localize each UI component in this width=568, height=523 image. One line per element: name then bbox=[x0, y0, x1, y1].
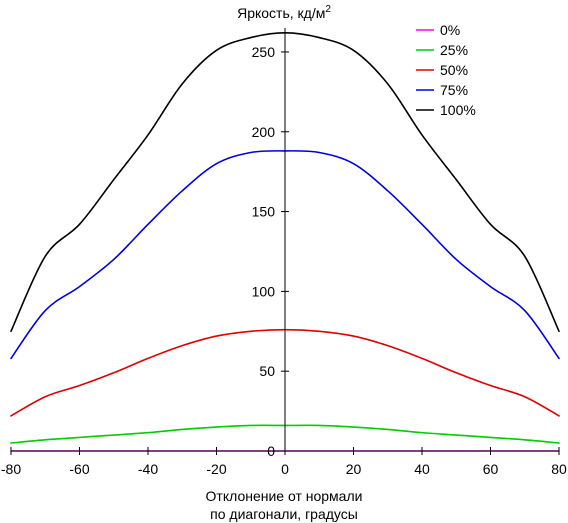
x-tick-label: 60 bbox=[483, 461, 499, 477]
legend-label: 75% bbox=[440, 82, 468, 98]
x-tick-label: 20 bbox=[346, 461, 362, 477]
x-tick-label: -20 bbox=[206, 461, 226, 477]
x-tick-label: -40 bbox=[138, 461, 158, 477]
x-tick-label: 0 bbox=[281, 461, 289, 477]
y-tick-label: 250 bbox=[252, 44, 276, 60]
y-axis-ticks: 0 50 100 150 200 250 bbox=[252, 44, 289, 459]
legend-label: 100% bbox=[440, 102, 476, 118]
y-tick-label: 200 bbox=[252, 124, 276, 140]
y-tick-label: 0 bbox=[267, 443, 275, 459]
legend-label: 25% bbox=[440, 42, 468, 58]
x-tick-label: 80 bbox=[551, 461, 567, 477]
x-axis-label-line1: Отклонение от нормали bbox=[206, 488, 363, 504]
y-tick-label: 150 bbox=[252, 204, 276, 220]
x-axis-ticks: -80 -60 -40 -20 0 20 40 60 80 bbox=[1, 447, 567, 477]
x-axis-label-line2: по диагонали, градусы bbox=[210, 506, 358, 522]
y-tick-label: 100 bbox=[252, 283, 276, 299]
x-tick-label: -60 bbox=[69, 461, 89, 477]
x-tick-label: -80 bbox=[1, 461, 21, 477]
legend-label: 50% bbox=[440, 62, 468, 78]
y-tick-label: 50 bbox=[259, 363, 275, 379]
legend-label: 0% bbox=[440, 22, 460, 38]
chart-title: Яркость, кд/м2 bbox=[237, 4, 331, 21]
x-tick-label: 40 bbox=[414, 461, 430, 477]
legend: 0% 25% 50% 75% 100% bbox=[416, 22, 476, 118]
